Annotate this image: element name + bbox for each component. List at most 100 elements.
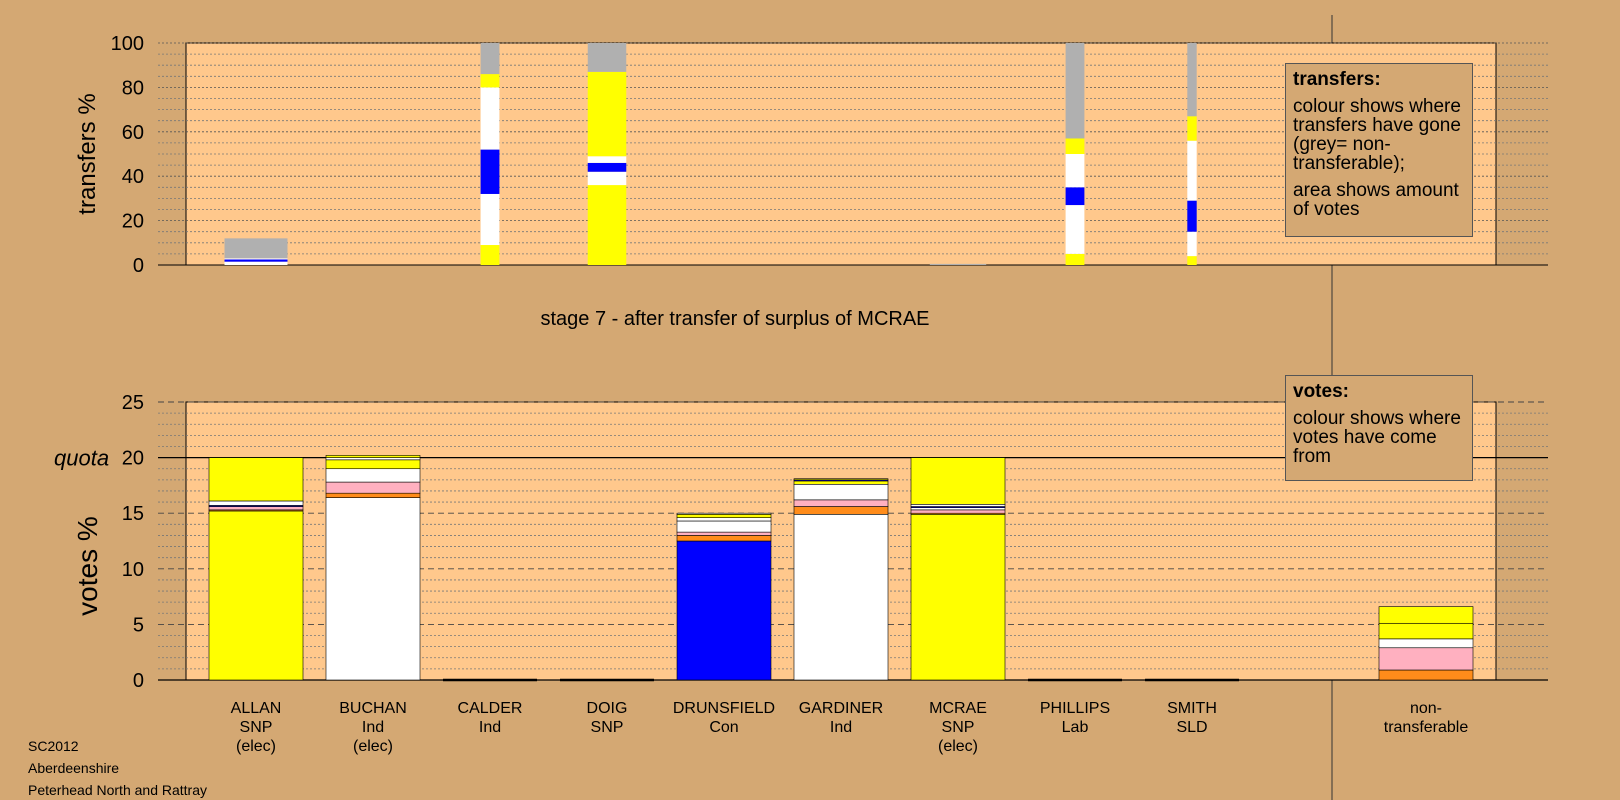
transfer-segment-smith: [1187, 256, 1197, 265]
candidate-name-doig: DOIG: [587, 700, 628, 717]
vote-segment-nontransferable: [1378, 638, 1474, 649]
vote-segment-mcrae: [910, 504, 1006, 507]
vote-segment-drunsfield: [676, 514, 772, 518]
transfer-segment-phillips: [1065, 187, 1085, 206]
vote-segment-nontransferable: [1378, 622, 1474, 640]
vote-segment-buchan: [325, 468, 421, 483]
candidate-elected-buchan: (elec): [353, 738, 393, 755]
transfer-segment-allan: [224, 261, 288, 265]
vote-segment-drunsfield: [676, 535, 772, 542]
transfer-segment-allan: [224, 259, 288, 262]
transfer-segment-smith: [1187, 200, 1197, 232]
transfers-tick-label: 0: [133, 255, 144, 277]
vote-segment-gardiner: [793, 483, 889, 501]
votes-tick-label: 0: [133, 670, 144, 692]
vote-segment-allan: [208, 506, 304, 511]
candidate-party-gardiner: Ind: [830, 719, 852, 736]
source-line-council: Aberdeenshire: [28, 760, 120, 776]
vote-segment-nontransferable: [1378, 606, 1474, 624]
candidate-party-phillips: Lab: [1062, 719, 1089, 736]
transfer-segment-phillips: [1065, 154, 1085, 188]
votes-tick-label: 25: [122, 392, 144, 414]
candidate-elected-mcrae: (elec): [938, 738, 978, 755]
transfer-segment-allan: [224, 258, 288, 260]
vote-segment-mcrae: [910, 507, 1006, 511]
transfer-segment-phillips: [1065, 138, 1085, 154]
candidate-name-phillips: PHILLIPS: [1040, 700, 1110, 717]
vote-segment-drunsfield: [676, 531, 772, 536]
candidate-name-mcrae: MCRAE: [929, 700, 987, 717]
vote-segment-nontransferable: [1378, 647, 1474, 671]
vote-segment-buchan: [325, 457, 421, 461]
transfer-segment-mcrae: [929, 263, 987, 265]
transfer-segment-doig: [587, 43, 627, 72]
vote-segment-gardiner: [793, 499, 889, 507]
transfers-legend-area-text: area shows amount of votes: [1293, 180, 1459, 220]
votes-axis-label: votes %: [72, 516, 103, 616]
transfer-segment-smith: [1187, 116, 1197, 141]
vote-segment-drunsfield: [676, 512, 772, 515]
vote-segment-nontransferable: [1378, 669, 1474, 681]
transfers-tick-label: 60: [122, 122, 144, 144]
vote-segment-gardiner: [793, 514, 889, 681]
transfers-tick-label: 40: [122, 166, 144, 188]
transfer-segment-doig: [587, 71, 627, 157]
transfer-segment-phillips: [1065, 43, 1085, 139]
vote-segment-allan: [208, 500, 304, 506]
transfer-segment-smith: [1187, 140, 1197, 201]
vote-segment-buchan: [325, 497, 421, 681]
transfers-tick-label: 20: [122, 211, 144, 233]
transfer-segment-smith: [1187, 43, 1197, 117]
transfer-segment-phillips: [1065, 205, 1085, 254]
candidate-party-doig: SNP: [591, 719, 624, 736]
transfer-segment-allan: [224, 238, 288, 259]
candidate-name-gardiner: GARDINER: [799, 700, 883, 717]
nontransferable-label-line1: non-: [1410, 700, 1442, 717]
candidate-name-buchan: BUCHAN: [339, 700, 407, 717]
transfers-axis-label: transfers %: [74, 93, 101, 214]
nontransferable-label-line2: transferable: [1384, 719, 1469, 736]
candidate-party-smith: SLD: [1176, 719, 1207, 736]
transfer-segment-calder: [480, 43, 500, 75]
votes-tick-label: 20: [122, 448, 144, 470]
transfer-segment-calder: [480, 149, 500, 194]
votes-legend: votes: colour shows where votes have com…: [1285, 375, 1473, 481]
transfer-segment-calder: [480, 74, 500, 88]
vote-segment-allan: [208, 510, 304, 681]
vote-segment-drunsfield: [676, 540, 772, 681]
candidate-elected-allan: (elec): [236, 738, 276, 755]
transfer-segment-doig: [587, 156, 627, 163]
vote-segment-drunsfield: [676, 517, 772, 522]
vote-segment-mcrae: [910, 509, 1006, 514]
transfers-legend-colour-text: colour shows where transfers have gone (…: [1293, 96, 1461, 174]
vote-segment-buchan: [325, 492, 421, 498]
transfers-legend-title: transfers:: [1293, 69, 1381, 90]
transfer-segment-smith: [1187, 231, 1197, 257]
vote-segment-gardiner: [793, 506, 889, 515]
vote-segment-allan: [208, 457, 304, 502]
transfer-segment-calder: [480, 87, 500, 150]
transfer-segment-doig: [587, 185, 627, 265]
vote-segment-buchan: [325, 481, 421, 494]
candidate-party-allan: SNP: [240, 719, 273, 736]
vote-segment-gardiner: [793, 478, 889, 481]
vote-segment-buchan: [325, 459, 421, 470]
candidate-name-drunsfield: DRUNSFIELD: [673, 700, 775, 717]
candidate-name-allan: ALLAN: [231, 700, 282, 717]
candidate-party-buchan: Ind: [362, 719, 384, 736]
candidate-party-calder: Ind: [479, 719, 501, 736]
transfer-segment-phillips: [1065, 253, 1085, 265]
votes-tick-label: 5: [133, 614, 144, 636]
transfers-legend: transfers: colour shows where transfers …: [1285, 63, 1473, 237]
transfer-segment-doig: [587, 162, 627, 172]
vote-segment-mcrae: [910, 457, 1006, 505]
source-line-election: SC2012: [28, 738, 79, 754]
stage-title: stage 7 - after transfer of surplus of M…: [540, 308, 929, 330]
transfer-segment-calder: [480, 193, 500, 246]
candidate-name-calder: CALDER: [458, 700, 523, 717]
vote-segment-buchan: [325, 455, 421, 458]
candidate-party-drunsfield: Con: [709, 719, 738, 736]
vote-segment-mcrae: [910, 514, 1006, 681]
